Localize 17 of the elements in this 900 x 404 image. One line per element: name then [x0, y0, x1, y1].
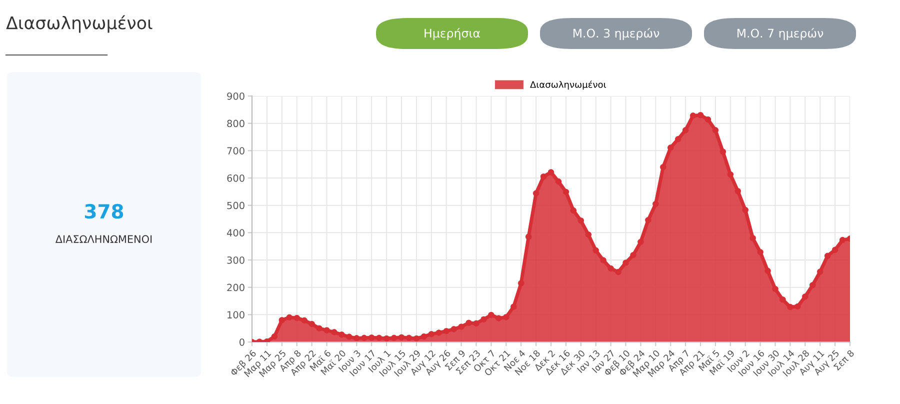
text: Διασωληνωμένοι — [6, 15, 152, 33]
y-tick-label: 800 — [227, 120, 244, 128]
y-tick-label: 600 — [227, 174, 244, 182]
y-tick-label: 0 — [240, 338, 244, 346]
y-tick-label: 700 — [227, 147, 244, 154]
y-tick-label: 500 — [227, 202, 244, 210]
y-tick-label: 200 — [227, 284, 244, 292]
y-tick-label: 400 — [226, 229, 244, 236]
y-tick-label: 300 — [227, 256, 244, 264]
text: Μ.Ο. 7 ημερών — [737, 28, 824, 40]
text: 378 — [85, 204, 124, 219]
y-tick-label: 100 — [228, 311, 244, 318]
text: Ημερήσια — [424, 28, 480, 40]
text: Μ.Ο. 3 ημερών — [573, 28, 660, 40]
legend-label: Διασωληνωμένοι — [530, 80, 606, 90]
text: ΔΙΑΣΩΛΗΝΩΜΕΝΟΙ — [55, 235, 152, 244]
y-tick-label: 900 — [227, 92, 244, 100]
